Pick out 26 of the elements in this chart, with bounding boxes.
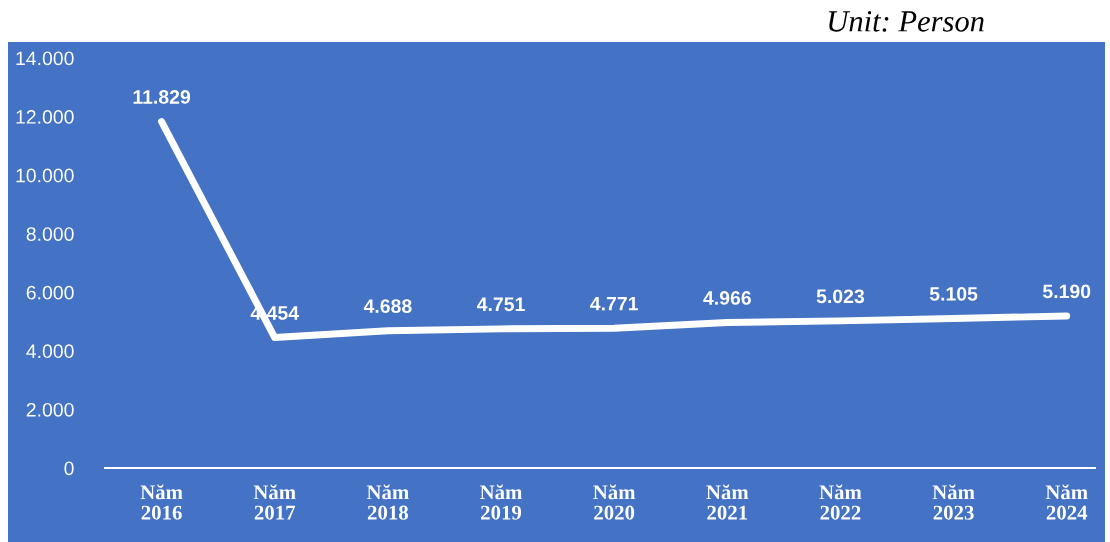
data-label: 5.105 xyxy=(929,287,978,301)
y-tick-label: 10.000 xyxy=(16,168,74,183)
data-label: 5.023 xyxy=(816,289,865,304)
data-label: 5.190 xyxy=(1042,284,1091,299)
data-label: 4.751 xyxy=(476,297,525,312)
x-tick-label: Năm 2021 xyxy=(706,484,749,520)
y-tick-label: 14.000 xyxy=(16,51,74,66)
x-tick-label: Năm 2020 xyxy=(593,484,636,520)
x-tick-label: Năm 2016 xyxy=(140,484,183,520)
data-label: 4.771 xyxy=(590,296,638,311)
x-tick-label: Năm 2022 xyxy=(819,484,862,520)
text: Unit: Person xyxy=(829,11,984,32)
x-tick-label: Năm 2018 xyxy=(366,484,409,520)
data-label: 4.688 xyxy=(363,299,412,313)
y-tick-label: 4.000 xyxy=(26,344,74,359)
y-tick-label: 8.000 xyxy=(26,227,74,241)
y-tick-label: 2.000 xyxy=(26,402,74,417)
data-label: 4.966 xyxy=(703,291,751,305)
x-tick-label: Năm 2023 xyxy=(932,484,975,520)
y-tick-label: 0 xyxy=(64,461,74,476)
data-label: 11.829 xyxy=(133,90,191,104)
x-tick-label: Năm 2017 xyxy=(253,484,296,520)
x-tick-label: Năm 2024 xyxy=(1045,484,1088,520)
y-tick-label: 6.000 xyxy=(26,285,74,300)
x-tick-label: Năm 2019 xyxy=(479,484,523,520)
y-tick-label: 12.000 xyxy=(16,110,74,124)
